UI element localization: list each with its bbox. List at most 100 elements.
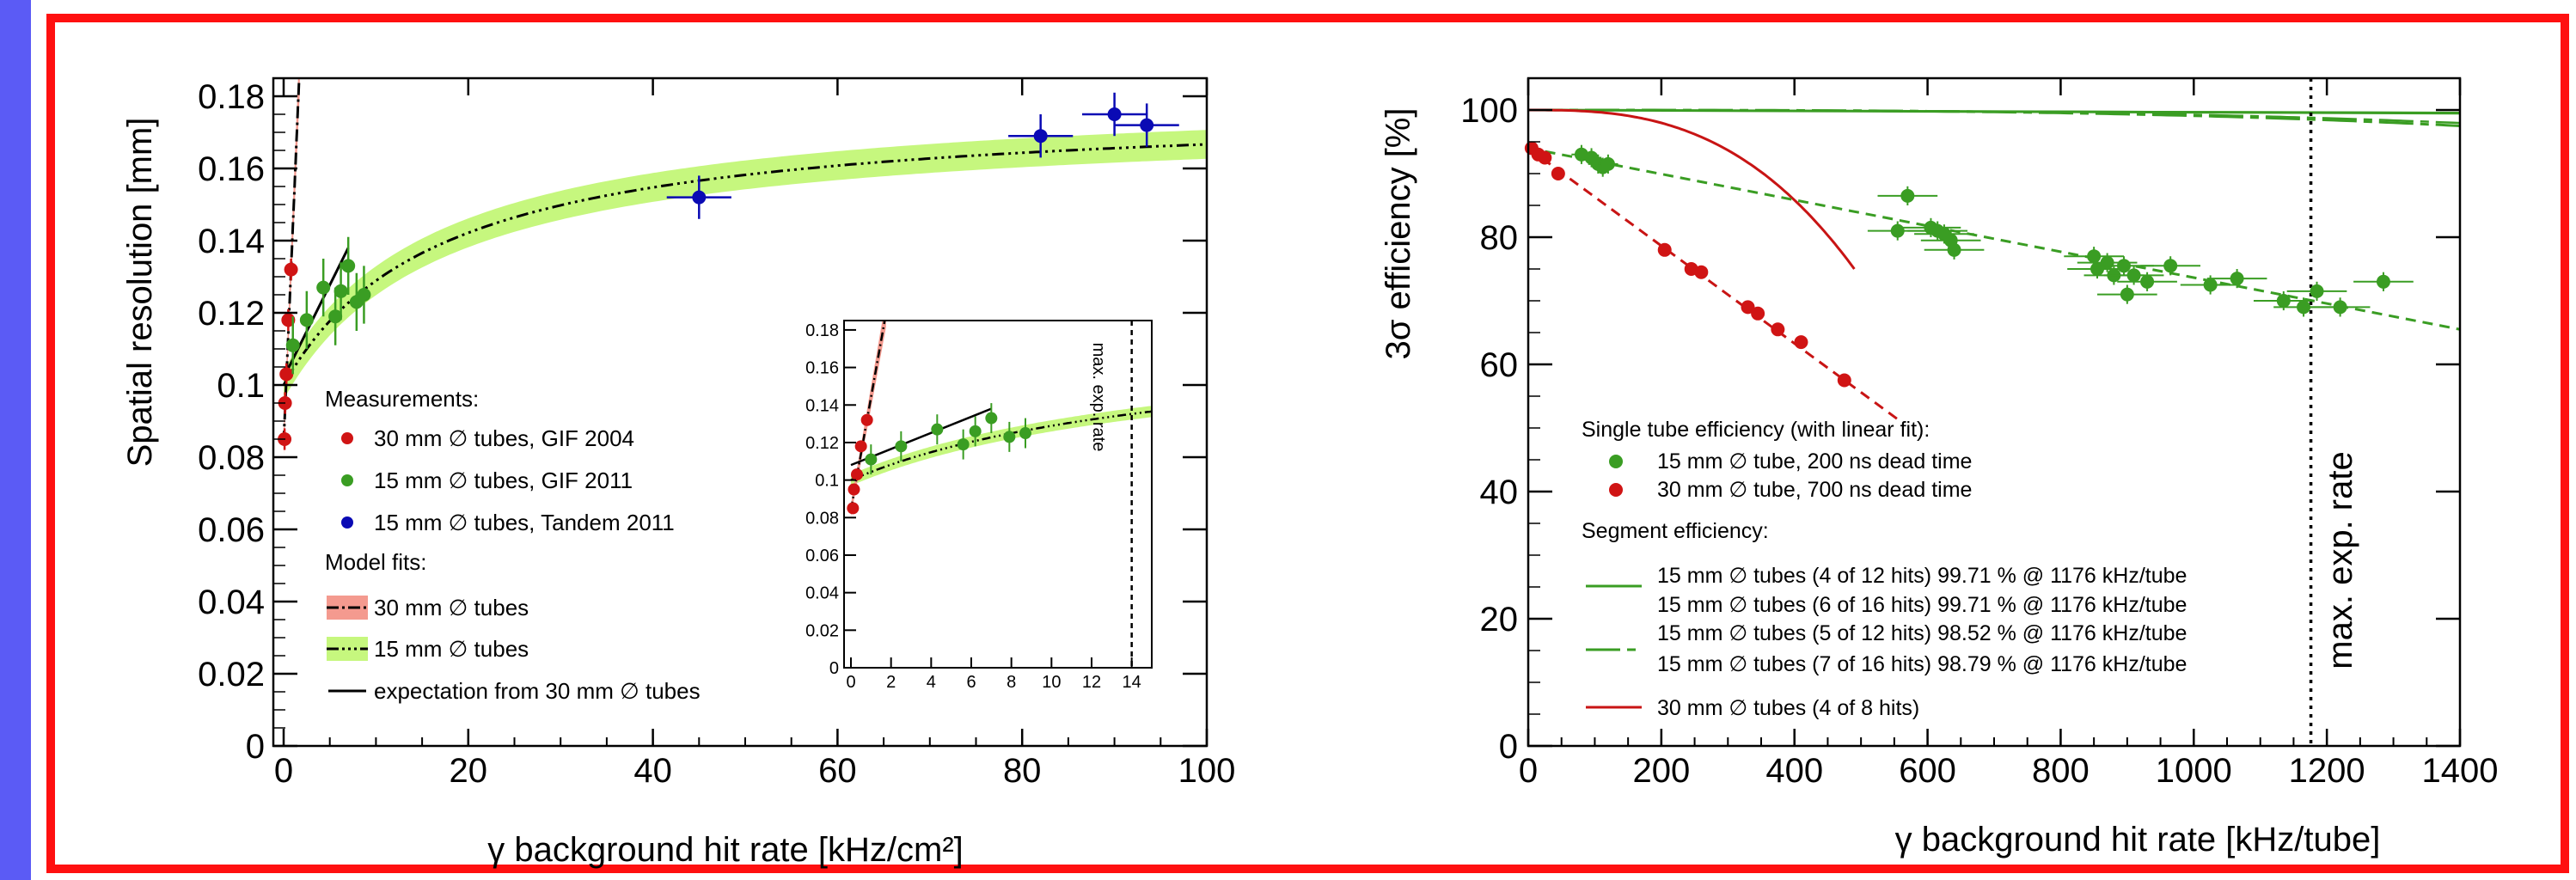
right-x-tick-label: 200 xyxy=(1632,752,1690,790)
right-x-tick-label: 1400 xyxy=(2422,752,2499,790)
inset-axis-ticks: 0 2 4 6 8 10 12 14 0 0.02 0.04 0.06 0.08 0.1 0.12 0.14 0… xyxy=(805,321,1141,692)
right-x-tick-label: 0 xyxy=(1519,752,1538,790)
legend-entry-4of8: 30 mm ∅ tubes (4 of 8 hits) xyxy=(1657,696,1919,720)
red-frame xyxy=(46,14,2569,873)
legend-marker-red-30mm xyxy=(1609,483,1623,497)
inset-point-15mm-gif2011 xyxy=(957,438,970,451)
legend-entry-15mm-tandem2011: 15 mm ∅ tubes, Tandem 2011 xyxy=(374,510,675,535)
point-15mm-tube xyxy=(2140,274,2155,289)
inset-x-tick-label: 2 xyxy=(886,673,896,692)
inset-y-tick-label: 0 xyxy=(829,659,839,678)
point-15mm-tube xyxy=(2087,249,2102,264)
right-axis-ticks: 0 200 400 600 800 1000 1200 1400 0 20 40 60 80 100 xyxy=(1460,77,2499,790)
left-x-tick-label: 60 xyxy=(818,752,857,790)
right-x-tick-label: 400 xyxy=(1765,752,1823,790)
point-30mm-tube xyxy=(1751,306,1765,321)
point-30mm-gif2004 xyxy=(279,367,294,382)
left-axis-ticks: 0 20 40 60 80 10000.020.040.060.080.10.120.14… xyxy=(198,78,1235,790)
legend-marker-red xyxy=(341,432,353,444)
right-x-tick-label: 1200 xyxy=(2289,752,2365,790)
point-15mm-tube xyxy=(1900,188,1915,203)
legend-marker-green xyxy=(341,474,353,486)
left-y-tick-label: 0.16 xyxy=(198,150,265,188)
point-15mm-tube xyxy=(2297,300,2311,315)
point-30mm-gif2004 xyxy=(281,313,296,327)
right-y-tick-label: 60 xyxy=(1480,346,1519,384)
inset-chart: 0 2 4 6 8 10 12 14 0 0.02 0.04 0.06 0.08 0.1 0.12 0.14 0… xyxy=(805,320,1153,692)
legend-marker-green-15mm xyxy=(1609,455,1623,468)
right-x-axis-label: γ background hit rate [kHz/tube] xyxy=(1895,821,2381,859)
inset-point-30mm-gif2004 xyxy=(851,468,863,481)
left-x-tick-label: 0 xyxy=(274,752,293,790)
right-data-points xyxy=(1524,141,2414,388)
inset-y-tick-label: 0.1 xyxy=(815,472,839,491)
inset-annotation: max. exp. rate xyxy=(1089,343,1108,452)
point-15mm-tube xyxy=(2116,259,2131,273)
point-15mm-tube xyxy=(1947,242,1961,257)
left-legend: Measurements: 30 mm ∅ tubes, GIF 2004 15… xyxy=(325,386,701,704)
point-15mm-tube xyxy=(2203,278,2218,292)
left-y-tick-label: 0.14 xyxy=(198,223,265,260)
legend-entry-15mm-tube: 15 mm ∅ tube, 200 ns dead time xyxy=(1657,449,1972,474)
legend-entry-5of12: 15 mm ∅ tubes (5 of 12 hits) 98.52 % @ 1… xyxy=(1657,621,2187,645)
left-x-tick-label: 40 xyxy=(633,752,672,790)
point-15mm-tube xyxy=(2100,255,2114,270)
inset-x-tick-label: 12 xyxy=(1082,673,1101,692)
inset-point-15mm-gif2011 xyxy=(1019,427,1031,440)
inset-point-15mm-gif2011 xyxy=(865,453,878,466)
point-30mm-tube xyxy=(1837,373,1851,388)
point-30mm-tube xyxy=(1551,167,1565,180)
inset-x-tick-label: 10 xyxy=(1042,673,1061,692)
inset-y-tick-label: 0.06 xyxy=(805,547,839,565)
inset-bg-rect xyxy=(844,321,1152,668)
inset-point-15mm-gif2011 xyxy=(969,425,982,437)
point-30mm-gif2004 xyxy=(284,262,298,277)
inset-point-15mm-gif2011 xyxy=(985,412,998,425)
point-15mm-tube xyxy=(2230,272,2244,286)
inset-data-points xyxy=(847,403,1031,515)
fit-band-15mm xyxy=(284,130,1207,400)
legend-marker-blue xyxy=(341,516,353,529)
legend-entry-15mm-gif2011: 15 mm ∅ tubes, GIF 2011 xyxy=(374,468,633,493)
inset-y-tick-label: 0.18 xyxy=(805,321,839,340)
legend-entry-30mm-fit: 30 mm ∅ tubes xyxy=(374,595,529,620)
legend-entry-7of16: 15 mm ∅ tubes (7 of 16 hits) 98.79 % @ 1… xyxy=(1657,652,2187,676)
point-30mm-tube xyxy=(1771,322,1785,337)
inset-curve-30mm xyxy=(849,321,886,510)
legend-entry-6of16: 15 mm ∅ tubes (6 of 16 hits) 99.71 % @ 1… xyxy=(1657,593,2187,617)
left-plot-frame xyxy=(272,76,1208,748)
right-plot-frame xyxy=(1527,76,2462,748)
point-15mm-gif2011 xyxy=(299,313,314,327)
point-15mm-tandem2011 xyxy=(1033,129,1048,144)
right-fit-lines xyxy=(1528,78,2460,746)
inset-point-15mm-gif2011 xyxy=(1003,431,1016,443)
left-y-tick-label: 0.18 xyxy=(198,78,265,116)
right-x-tick-label: 1000 xyxy=(2156,752,2232,790)
inset-x-tick-label: 4 xyxy=(927,673,936,692)
point-15mm-tandem2011 xyxy=(692,190,707,205)
right-x-tick-label: 600 xyxy=(1899,752,1956,790)
left-y-tick-label: 0.02 xyxy=(198,656,265,694)
point-30mm-tube xyxy=(1538,150,1552,165)
point-30mm-tube xyxy=(1794,335,1808,350)
inset-y-tick-label: 0.02 xyxy=(805,621,839,640)
point-15mm-tube xyxy=(2310,284,2324,298)
expectation-line xyxy=(282,247,350,379)
point-15mm-tube xyxy=(1600,156,1615,171)
inset-point-30mm-gif2004 xyxy=(860,413,873,426)
inset-y-tick-label: 0.08 xyxy=(805,509,839,528)
point-15mm-tube xyxy=(1890,223,1905,238)
left-y-axis-label: Spatial resolution [mm] xyxy=(121,118,159,468)
fit-curve-15mm xyxy=(282,143,1207,386)
fit-line-15mm xyxy=(1528,146,2460,331)
legend-header-fits: Model fits: xyxy=(325,549,427,575)
point-30mm-tube xyxy=(1657,242,1672,257)
inset-point-15mm-gif2011 xyxy=(931,423,944,436)
point-15mm-gif2011 xyxy=(328,309,343,324)
legend-header-single: Single tube efficiency (with linear fit)… xyxy=(1582,418,1930,442)
point-15mm-tube xyxy=(2333,300,2347,315)
fit-line-30mm xyxy=(1528,147,1902,423)
point-30mm-tube xyxy=(1741,300,1755,315)
point-15mm-gif2011 xyxy=(341,259,356,273)
